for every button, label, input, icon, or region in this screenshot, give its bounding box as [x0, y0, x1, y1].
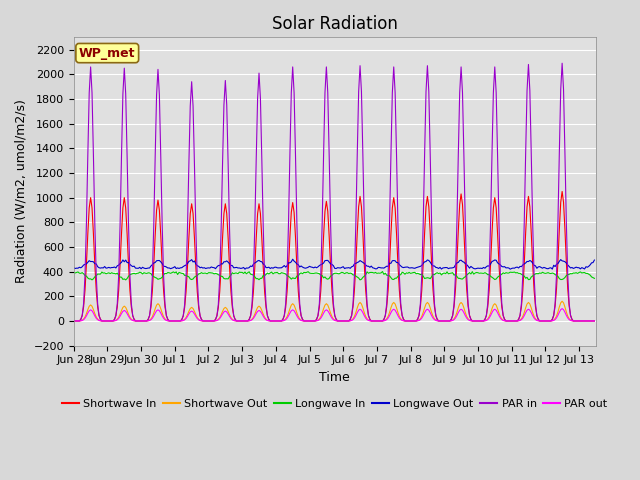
Legend: Shortwave In, Shortwave Out, Longwave In, Longwave Out, PAR in, PAR out: Shortwave In, Shortwave Out, Longwave In… [58, 395, 612, 413]
X-axis label: Time: Time [319, 371, 350, 384]
Title: Solar Radiation: Solar Radiation [272, 15, 397, 33]
Y-axis label: Radiation (W/m2, umol/m2/s): Radiation (W/m2, umol/m2/s) [15, 99, 28, 283]
Text: WP_met: WP_met [79, 47, 136, 60]
